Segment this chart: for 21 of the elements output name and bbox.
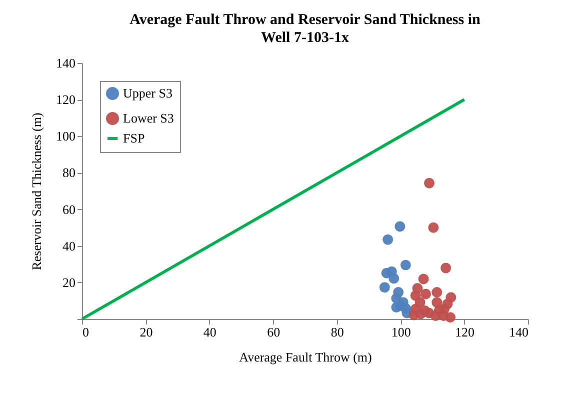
y-tick-label: 40 (62, 238, 76, 254)
x-tick-label: 80 (330, 324, 344, 340)
x-tick-label: 140 (509, 324, 528, 340)
y-axis-title: Reservoir Sand Thickness (m) (29, 112, 44, 270)
x-tick-label: 40 (203, 324, 216, 340)
legend-label: FSP (123, 130, 145, 146)
y-tick-label: 140 (56, 56, 76, 70)
x-tick-label: 0 (82, 324, 89, 340)
x-tick-label: 60 (267, 324, 280, 340)
y-tick-label: 60 (62, 202, 76, 217)
legend-label: Upper S3 (123, 86, 172, 100)
x-axis-title: Average Fault Throw (m) (239, 350, 372, 364)
y-tick-label: 20 (62, 274, 76, 290)
x-tick-label: 100 (391, 324, 411, 340)
x-tick-label: 120 (455, 324, 475, 340)
legend-label: Lower S3 (123, 110, 174, 126)
y-tick-label: 80 (62, 165, 76, 180)
x-tick-label: 20 (140, 324, 153, 340)
y-tick-label: 120 (56, 92, 76, 108)
chart-title: Average Fault Throw and Reservoir Sand Thickness in Well 7-103-1x (130, 12, 482, 46)
y-tick-label: 100 (56, 128, 76, 144)
